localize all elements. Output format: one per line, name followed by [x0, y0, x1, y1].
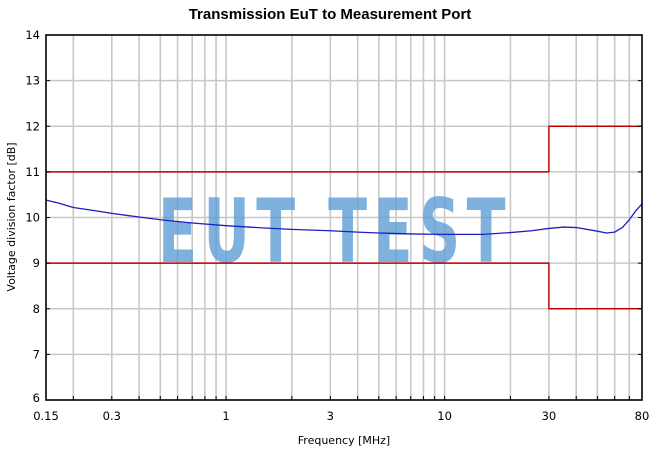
x-axis-label: Frequency [MHz] — [298, 434, 390, 447]
watermark-text: EUT TEST — [158, 180, 512, 283]
x-tick-label: 30 — [542, 409, 557, 423]
y-axis-ticks: 6 7 8 9 10 11 12 13 14 — [25, 28, 642, 405]
x-axis-ticks: 0.15 0.3 1 3 10 30 80 — [33, 396, 649, 423]
y-tick-label: 9 — [33, 256, 40, 270]
x-tick-label: 80 — [635, 409, 650, 423]
y-tick-label: 13 — [25, 74, 40, 88]
y-tick-label: 10 — [25, 211, 40, 225]
x-tick-label: 3 — [327, 409, 334, 423]
upper-limit-line — [46, 125, 642, 173]
y-tick-label: 6 — [33, 391, 40, 405]
measurement-curve — [45, 199, 643, 236]
y-tick-label: 11 — [25, 165, 40, 179]
x-tick-label: 0.3 — [103, 409, 121, 423]
x-tick-label: 0.15 — [33, 409, 59, 423]
y-axis-label: Voltage division factor [dB] — [5, 142, 18, 291]
x-tick-label: 10 — [437, 409, 452, 423]
watermark: EUT TEST — [158, 180, 512, 283]
y-tick-label: 14 — [25, 28, 40, 42]
y-tick-label: 12 — [25, 119, 40, 133]
y-tick-label: 7 — [33, 347, 40, 361]
y-tick-label: 8 — [33, 302, 40, 316]
x-tick-label: 1 — [222, 409, 229, 423]
lower-limit-line — [46, 262, 642, 310]
data-series — [45, 125, 643, 310]
chart-title: Transmission EuT to Measurement Port — [189, 6, 472, 23]
